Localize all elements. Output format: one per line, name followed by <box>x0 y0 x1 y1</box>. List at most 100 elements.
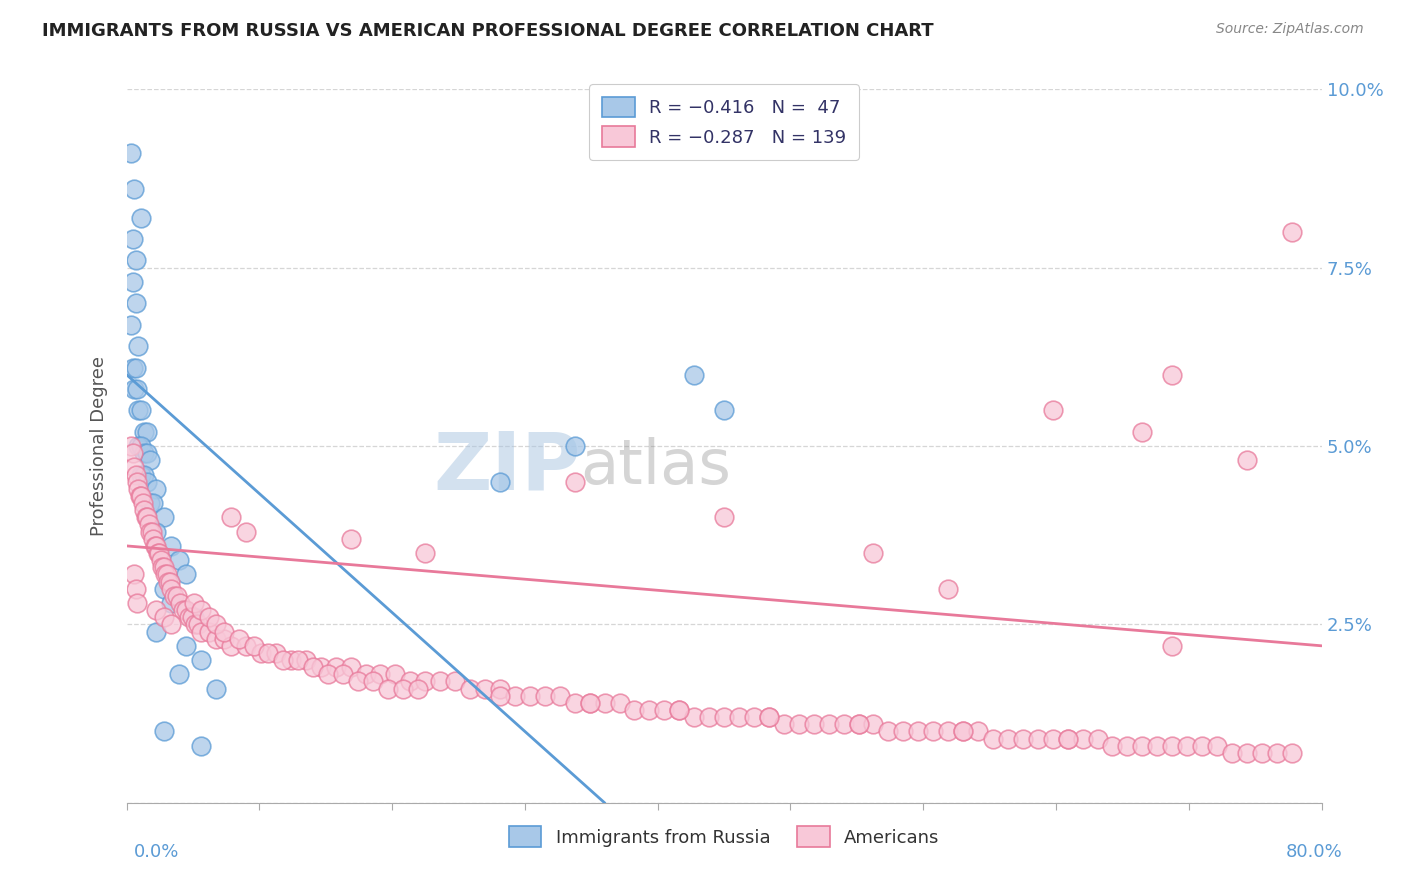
Point <box>593 696 616 710</box>
Point <box>145 603 167 617</box>
Point <box>122 182 145 196</box>
Point <box>1087 731 1109 746</box>
Point <box>143 539 166 553</box>
Text: Source: ZipAtlas.com: Source: ZipAtlas.com <box>1216 22 1364 37</box>
Point <box>489 681 512 696</box>
Point <box>1011 731 1033 746</box>
Point <box>713 510 735 524</box>
Point <box>125 596 148 610</box>
Point <box>803 717 825 731</box>
Point <box>212 624 235 639</box>
Point <box>1236 453 1258 467</box>
Text: 0.0%: 0.0% <box>134 843 179 861</box>
Point <box>122 382 145 396</box>
Point <box>179 610 201 624</box>
Point <box>280 653 302 667</box>
Point <box>190 603 212 617</box>
Point <box>149 553 172 567</box>
Point <box>399 674 422 689</box>
Point <box>361 674 384 689</box>
Point <box>124 296 146 310</box>
Point <box>294 653 316 667</box>
Point <box>219 510 242 524</box>
Point <box>713 403 735 417</box>
Point <box>156 567 179 582</box>
Point <box>124 582 146 596</box>
Point <box>153 510 176 524</box>
Point <box>429 674 451 689</box>
Point <box>138 517 160 532</box>
Point <box>197 624 219 639</box>
Point <box>141 524 163 539</box>
Point <box>1175 739 1198 753</box>
Point <box>145 524 167 539</box>
Point <box>184 617 207 632</box>
Point <box>134 467 156 482</box>
Point <box>153 582 176 596</box>
Point <box>548 689 571 703</box>
Point <box>302 660 325 674</box>
Point <box>160 596 183 610</box>
Point <box>309 660 332 674</box>
Point <box>564 475 586 489</box>
Point <box>135 510 157 524</box>
Point <box>1146 739 1168 753</box>
Point <box>877 724 900 739</box>
Point <box>668 703 690 717</box>
Point <box>997 731 1019 746</box>
Point <box>139 524 162 539</box>
Point <box>124 467 146 482</box>
Point <box>1281 225 1303 239</box>
Point <box>1116 739 1139 753</box>
Point <box>519 689 541 703</box>
Point <box>952 724 974 739</box>
Point <box>167 553 190 567</box>
Point <box>139 496 162 510</box>
Point <box>638 703 661 717</box>
Point <box>190 739 212 753</box>
Point <box>1101 739 1123 753</box>
Point <box>242 639 264 653</box>
Point <box>325 660 347 674</box>
Point <box>124 253 146 268</box>
Point <box>131 489 153 503</box>
Point <box>160 582 183 596</box>
Point <box>174 567 197 582</box>
Point <box>1206 739 1229 753</box>
Point <box>190 653 212 667</box>
Point <box>392 681 415 696</box>
Point <box>758 710 780 724</box>
Point <box>181 610 204 624</box>
Point <box>817 717 839 731</box>
Point <box>148 546 170 560</box>
Point <box>121 232 143 246</box>
Point <box>127 439 149 453</box>
Point <box>235 639 257 653</box>
Point <box>339 532 361 546</box>
Point <box>652 703 675 717</box>
Point <box>1130 739 1153 753</box>
Point <box>183 610 205 624</box>
Point <box>1056 731 1078 746</box>
Point <box>1220 746 1243 760</box>
Point <box>1071 731 1094 746</box>
Point <box>564 696 586 710</box>
Point <box>1042 403 1064 417</box>
Point <box>163 589 186 603</box>
Point <box>131 403 153 417</box>
Point <box>169 596 191 610</box>
Point <box>121 446 143 460</box>
Legend: Immigrants from Russia, Americans: Immigrants from Russia, Americans <box>502 819 946 855</box>
Point <box>153 610 176 624</box>
Point <box>205 617 228 632</box>
Point <box>1265 746 1288 760</box>
Point <box>370 667 392 681</box>
Point <box>160 617 183 632</box>
Point <box>922 724 945 739</box>
Point <box>120 439 142 453</box>
Point <box>121 275 143 289</box>
Point <box>503 689 526 703</box>
Point <box>406 681 429 696</box>
Point <box>444 674 467 689</box>
Point <box>981 731 1004 746</box>
